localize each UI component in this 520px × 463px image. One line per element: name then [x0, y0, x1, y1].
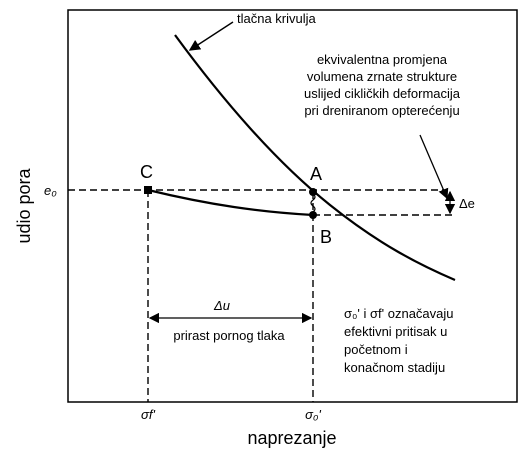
- note-arrow: [419, 134, 449, 200]
- point-c-label: C: [140, 162, 153, 182]
- note-bottom-line: efektivni pritisak u: [344, 324, 447, 339]
- delta-u-label: Δu: [213, 298, 230, 313]
- point-b-label: B: [320, 227, 332, 247]
- note-bottom-line: σ₀' i σf' označavaju: [344, 306, 454, 321]
- compression-curve: [174, 34, 456, 282]
- point-c: [144, 186, 152, 194]
- note-bottom-line: konačnom stadiju: [344, 360, 445, 375]
- label-arrow: [188, 21, 234, 51]
- sigma-0-label: σ₀': [305, 407, 321, 422]
- point-a-label: A: [310, 164, 322, 184]
- delta-e-label: Δe: [459, 196, 475, 211]
- curve-label: tlačna krivulja: [237, 11, 317, 26]
- path-cb: [147, 188, 314, 217]
- path-ab: [310, 193, 316, 213]
- note-top-line: ekvivalentna promjena: [317, 52, 448, 67]
- sigma-f-label: σf': [141, 407, 155, 422]
- delta-u-caption: prirast pornog tlaka: [173, 328, 285, 343]
- point-b: [309, 211, 317, 219]
- note-top-line: volumena zrnate strukture: [307, 69, 457, 84]
- y-axis-label: udio pora: [14, 167, 34, 243]
- x-axis-label: naprezanje: [247, 428, 336, 448]
- note-top-line: uslijed cikličkih deformacija: [304, 86, 461, 101]
- e0-label: e₀: [44, 183, 57, 198]
- note-top-line: pri dreniranom opterećenju: [304, 103, 459, 118]
- frame: [67, 9, 518, 403]
- point-a: [309, 188, 317, 196]
- note-bottom-line: početnom i: [344, 342, 408, 357]
